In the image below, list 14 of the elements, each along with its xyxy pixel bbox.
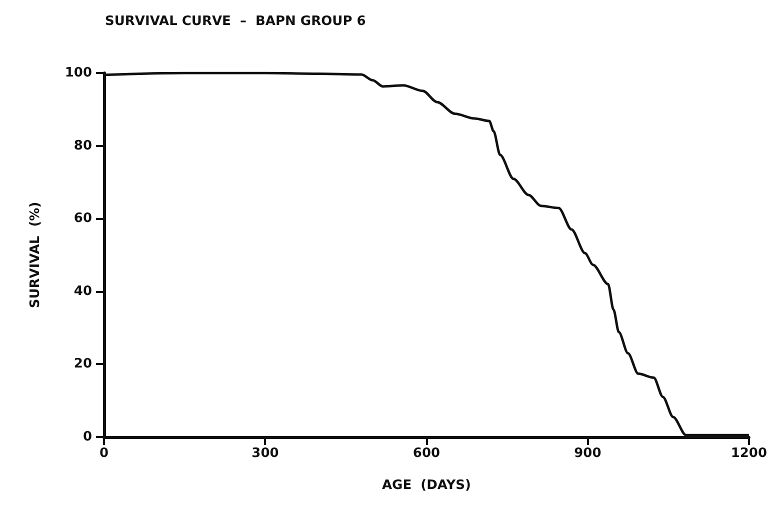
chart-title: SURVIVAL CURVE – BAPN GROUP 6	[105, 14, 366, 29]
y-axis-title: SURVIVAL (%)	[28, 202, 43, 308]
y-tick-label: 20	[74, 356, 92, 372]
y-tick-label: 40	[74, 284, 92, 299]
x-tick-label: 300	[252, 446, 279, 461]
x-tick-label: 0	[99, 446, 109, 461]
y-tick-label: 100	[64, 66, 92, 80]
x-axis-title: AGE (DAYS)	[382, 478, 471, 493]
y-tick-label: 80	[74, 138, 92, 154]
y-tick-label: 60	[74, 211, 92, 226]
y-tick-label: 0	[82, 430, 92, 444]
x-tick-label: 900	[574, 446, 602, 461]
x-tick-label: 600	[412, 446, 440, 461]
x-tick-label: 1200	[730, 446, 768, 461]
